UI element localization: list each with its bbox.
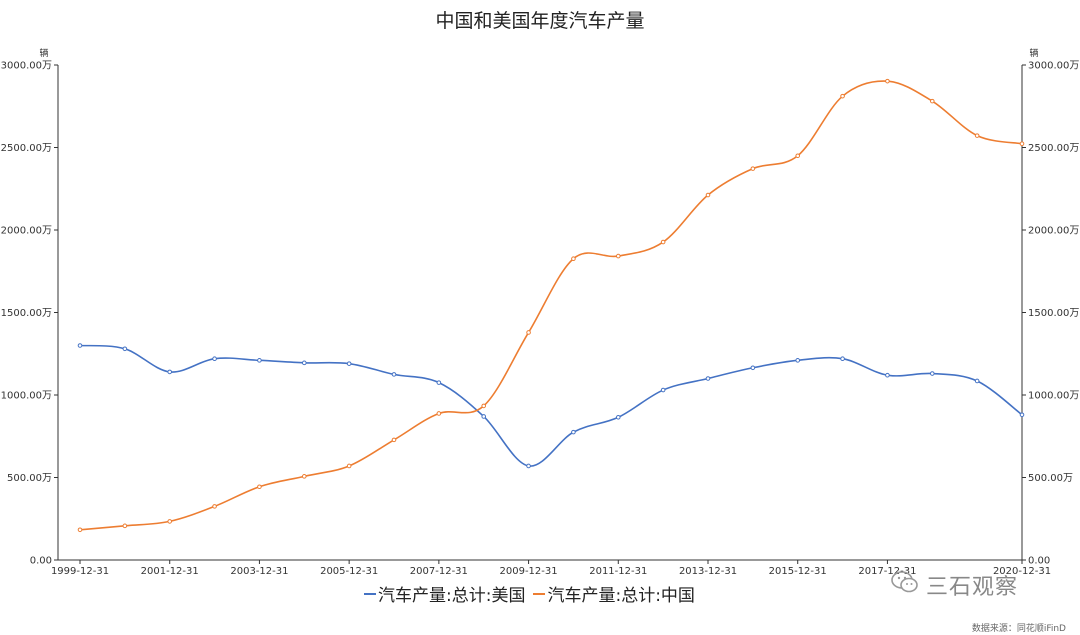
- data-point-1: [391, 437, 397, 443]
- x-tick-label: 2017-12-31: [858, 566, 916, 577]
- data-point-0: [571, 429, 576, 435]
- data-point-0: [840, 356, 845, 362]
- legend-label-china: 汽车产量:总计:中国: [547, 586, 695, 606]
- data-point-0: [212, 356, 217, 362]
- data-point-0: [481, 414, 487, 419]
- x-tick-label: 2005-12-31: [320, 566, 378, 577]
- data-point-0: [1019, 412, 1025, 418]
- y-tick-label-right: 1500.00万: [1028, 308, 1079, 319]
- y-tick-label-left: 2500.00万: [1, 143, 52, 154]
- legend-swatch-usa: [364, 592, 376, 595]
- data-point-1: [122, 523, 128, 529]
- data-point-0: [615, 414, 621, 420]
- data-point-1: [750, 166, 756, 171]
- x-tick-label: 2007-12-31: [410, 566, 468, 577]
- y-tick-label-right: 2000.00万: [1028, 226, 1079, 237]
- data-point-0: [391, 372, 397, 377]
- data-point-0: [346, 361, 352, 366]
- data-point-0: [705, 376, 711, 381]
- data-point-0: [750, 365, 756, 371]
- x-tick-label: 2013-12-31: [679, 566, 737, 577]
- data-point-1: [571, 256, 576, 262]
- x-tick-label: 2001-12-31: [141, 566, 199, 577]
- y-tick-label-left: 2000.00万: [1, 226, 52, 237]
- y-tick-label-right: 2500.00万: [1028, 143, 1079, 154]
- data-point-0: [795, 358, 801, 363]
- wechat-icon: [890, 569, 920, 601]
- data-point-0: [974, 378, 980, 384]
- y-unit-right: 辆: [1029, 47, 1038, 59]
- data-point-1: [840, 93, 845, 99]
- data-point-1: [974, 133, 980, 138]
- x-tick-label: 2009-12-31: [500, 566, 558, 577]
- y-tick-label-right: 0.00: [1028, 556, 1050, 567]
- data-point-0: [301, 360, 307, 366]
- y-unit-left: 辆: [39, 47, 48, 59]
- chart-legend[interactable]: 汽车产量:总计:美国 汽车产量:总计:中国: [364, 581, 703, 606]
- data-point-1: [526, 330, 531, 335]
- watermark-text: 三石观察: [926, 575, 1019, 600]
- y-tick-label-right: 500.00万: [1028, 473, 1073, 484]
- legend-item-china[interactable]: 汽车产量:总计:中国: [533, 581, 695, 606]
- data-point-1: [167, 519, 173, 524]
- series-line-1: [79, 80, 1023, 531]
- y-tick-label-left: 1000.00万: [1, 391, 52, 402]
- data-point-0: [122, 346, 128, 352]
- x-tick-label: 2020-12-31: [993, 566, 1051, 577]
- x-tick-label: 2011-12-31: [589, 566, 647, 577]
- data-point-1: [436, 411, 442, 416]
- data-point-0: [885, 372, 890, 378]
- data-point-1: [929, 98, 935, 104]
- data-point-0: [436, 380, 442, 385]
- chart-title: 中国和美国年度汽车产量: [435, 10, 645, 32]
- data-point-1: [615, 253, 621, 259]
- y-tick-label-right: 1000.00万: [1028, 391, 1079, 402]
- y-tick-label-left: 500.00万: [7, 473, 52, 484]
- y-tick-label-left: 3000.00万: [1, 61, 52, 72]
- data-point-1: [795, 153, 801, 159]
- watermark: 三石观察: [890, 569, 1018, 601]
- data-point-0: [257, 358, 262, 363]
- data-point-0: [660, 387, 666, 393]
- legend-item-usa[interactable]: 汽车产量:总计:美国: [364, 581, 525, 606]
- legend-label-usa: 汽车产量:总计:美国: [378, 586, 526, 606]
- y-tick-label-left: 1500.00万: [1, 308, 52, 319]
- data-point-0: [77, 343, 83, 348]
- data-point-1: [660, 239, 666, 245]
- data-point-1: [885, 78, 890, 84]
- data-point-1: [212, 504, 217, 509]
- data-point-1: [301, 474, 307, 479]
- data-point-1: [77, 527, 83, 533]
- series-line-0: [79, 344, 1023, 467]
- x-tick-label: 1999-12-31: [51, 566, 109, 577]
- y-tick-label-left: 0.00: [30, 556, 52, 567]
- data-point-1: [705, 192, 711, 198]
- data-point-0: [929, 371, 935, 376]
- data-point-0: [167, 369, 173, 375]
- data-source-note: 数据来源：同花顺iFinD: [971, 624, 1066, 634]
- legend-swatch-china: [533, 592, 546, 595]
- y-tick-label-right: 3000.00万: [1028, 61, 1079, 72]
- data-point-1: [346, 463, 352, 469]
- data-point-1: [481, 403, 487, 409]
- x-tick-label: 2015-12-31: [769, 566, 827, 577]
- x-tick-label: 2003-12-31: [230, 566, 288, 577]
- data-point-1: [1019, 141, 1025, 147]
- data-point-1: [257, 484, 262, 490]
- data-point-0: [526, 463, 531, 469]
